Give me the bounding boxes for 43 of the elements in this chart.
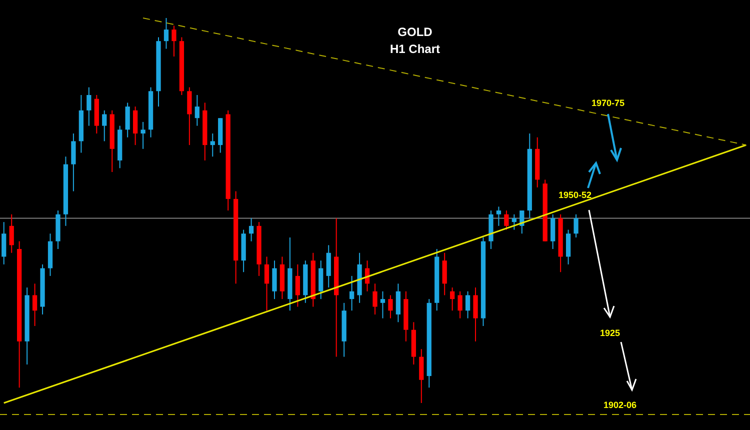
candlestick — [295, 264, 300, 308]
candlestick — [102, 110, 107, 142]
candlestick — [450, 287, 455, 312]
candlestick — [172, 25, 176, 57]
candlestick — [504, 210, 509, 230]
candlestick — [496, 206, 502, 226]
candlestick — [396, 283, 401, 323]
annotation: 1902-06 — [603, 400, 637, 410]
candlestick — [442, 252, 447, 296]
candlestick — [566, 229, 571, 265]
candlestick — [326, 244, 331, 288]
candlestick — [194, 94, 200, 126]
candlestick — [458, 290, 462, 319]
candlestick — [71, 133, 76, 192]
annotation: 1925 — [600, 328, 620, 338]
candlestick — [388, 294, 393, 319]
candlestick — [2, 222, 6, 265]
candlestick — [140, 121, 146, 150]
candlestick — [264, 256, 270, 312]
candlestick — [349, 275, 354, 312]
candlestick — [574, 214, 578, 238]
candlestick — [248, 218, 254, 242]
candlestick — [164, 18, 169, 50]
candlestick — [32, 283, 38, 326]
candlestick — [380, 290, 386, 319]
candlestick — [125, 102, 130, 138]
candlestick — [372, 283, 378, 315]
candlestick — [465, 290, 470, 319]
candlestick — [132, 106, 138, 146]
annotation: 1970-75 — [591, 98, 625, 108]
candlestick — [187, 86, 192, 146]
candlestick — [512, 214, 516, 230]
candlestick — [318, 260, 324, 300]
text: H1 Chart — [390, 42, 440, 56]
annotation: 1950-52 — [558, 190, 592, 200]
candlestick — [473, 287, 478, 342]
candlestick — [210, 133, 215, 158]
candlestick — [272, 260, 277, 300]
candlestick — [9, 214, 14, 254]
text: GOLD — [398, 25, 433, 39]
candlestick — [86, 86, 92, 126]
candlestick — [419, 348, 424, 404]
candlestick — [550, 214, 556, 250]
